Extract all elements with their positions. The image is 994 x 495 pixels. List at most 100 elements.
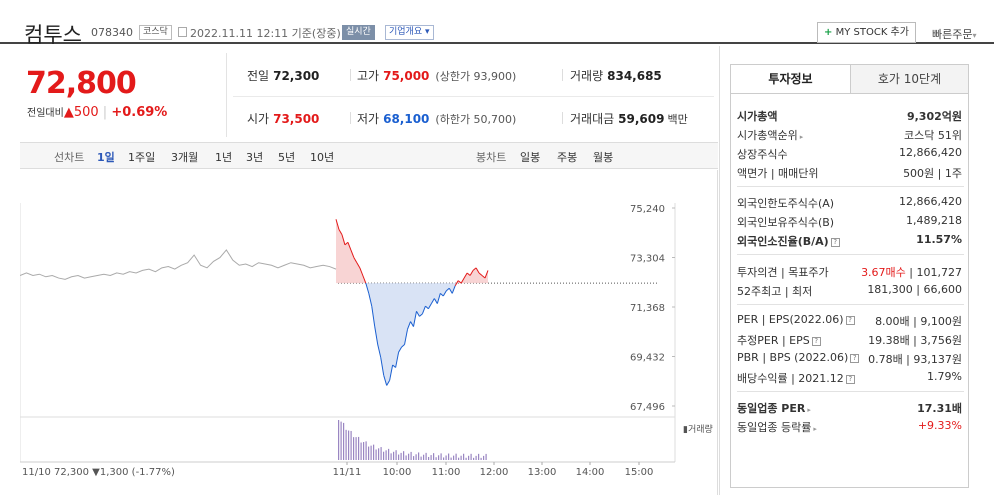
volume-bar bbox=[433, 453, 435, 460]
row-value: 12,866,420 bbox=[899, 195, 962, 208]
row-label: 외국인보유주식수(B) bbox=[737, 216, 835, 229]
tab-invest-info[interactable]: 투자정보 bbox=[730, 64, 851, 94]
help-icon[interactable]: ? bbox=[845, 316, 855, 325]
today-series-segment bbox=[439, 293, 444, 297]
period-tab-1w[interactable]: 1주일 bbox=[128, 151, 156, 164]
row-value: 코스닥 51위 bbox=[904, 129, 962, 142]
chevron-right-icon: ▸ bbox=[807, 406, 811, 414]
help-icon[interactable]: ? bbox=[830, 238, 840, 247]
period-tab-1y[interactable]: 1년 bbox=[215, 151, 233, 164]
today-series-segment bbox=[481, 275, 486, 279]
realtime-badge[interactable]: 실시간 bbox=[342, 25, 375, 40]
volume-bar bbox=[373, 444, 375, 460]
stat-label: 저가 bbox=[357, 112, 380, 126]
stat-label: 시가 bbox=[247, 112, 270, 126]
volume-bar bbox=[375, 449, 377, 460]
stat-label: 거래대금 bbox=[570, 112, 615, 126]
row-value: 181,300 | 66,600 bbox=[867, 283, 962, 296]
add-my-stock-button[interactable]: + MY STOCK 추가 bbox=[817, 22, 916, 43]
x-tick-label: 11/11 bbox=[333, 467, 362, 478]
volume-bar bbox=[410, 451, 412, 460]
period-tab-5y[interactable]: 5년 bbox=[278, 151, 296, 164]
x-tick-label: 14:00 bbox=[576, 467, 605, 478]
today-series-segment bbox=[395, 352, 400, 368]
volume-bar bbox=[395, 450, 397, 460]
volume-bar bbox=[393, 451, 395, 460]
volume-bar bbox=[463, 453, 465, 460]
row-cap-rank[interactable]: 시가총액순위 ▸ 코스닥 51위 bbox=[737, 127, 964, 143]
today-series-segment bbox=[347, 242, 352, 251]
target-price: | 101,727 bbox=[909, 266, 962, 279]
candle-tab-day[interactable]: 일봉 bbox=[520, 151, 541, 164]
row-label: 배당수익률 | 2021.12 bbox=[737, 372, 844, 385]
today-series-segment bbox=[335, 219, 340, 230]
period-tab-10y[interactable]: 10년 bbox=[310, 151, 335, 164]
row-label: 액면가 | 매매단위 bbox=[737, 167, 819, 180]
tab-orderbook[interactable]: 호가 10단계 bbox=[850, 64, 969, 94]
volume-bar bbox=[413, 456, 415, 460]
volume-bar bbox=[378, 448, 380, 460]
today-series-segment bbox=[407, 321, 411, 330]
volume-label: ▮거래량 bbox=[683, 423, 713, 435]
today-series-segment bbox=[389, 364, 394, 381]
line-chart-label: 선차트 bbox=[54, 151, 85, 164]
period-tab-3m[interactable]: 3개월 bbox=[171, 151, 199, 164]
stat-open: 시가 73,500 bbox=[247, 110, 319, 127]
stat-low: 저가 68,100 (하한가 50,700) bbox=[357, 110, 516, 127]
row-per-eps: PER | EPS(2022.06)? 8.00배 | 9,100원 bbox=[737, 313, 964, 328]
today-series-segment bbox=[386, 380, 391, 386]
stat-value: 73,500 bbox=[273, 112, 320, 126]
today-series-segment bbox=[478, 272, 483, 276]
stat-label: 전일 bbox=[247, 69, 270, 83]
row-market-cap: 시가총액 9,302억원 bbox=[737, 108, 964, 124]
stat-label: 고가 bbox=[357, 69, 380, 83]
row-foreign-ratio: 외국인소진율(B/A)? 11.57% bbox=[737, 233, 964, 249]
dropdown-arrow-icon: ▾ bbox=[425, 27, 430, 37]
candle-tab-week[interactable]: 주봉 bbox=[557, 151, 578, 164]
volume-bar bbox=[405, 455, 407, 460]
row-label: 상장주식수 bbox=[737, 148, 788, 161]
price-chart[interactable]: 75,240 73,304 71,368 69,432 67,496 ▮거래량 11/11 1… bbox=[20, 170, 718, 495]
today-series-segment bbox=[425, 305, 429, 310]
volume-bar bbox=[418, 452, 420, 460]
volume-bar bbox=[343, 422, 345, 460]
volume-bar bbox=[388, 448, 390, 460]
divider bbox=[562, 112, 563, 124]
y-tick-label: 75,240 bbox=[630, 204, 665, 215]
row-52week: 52주최고 | 최저 181,300 | 66,600 bbox=[737, 283, 964, 299]
quote-datetime: 2022.11.11 12:11 기준(장중) bbox=[190, 27, 341, 40]
stat-value: 59,609 bbox=[618, 112, 665, 126]
volume-bar bbox=[435, 457, 437, 460]
row-value: 17.31배 bbox=[917, 402, 962, 415]
row-sector-rate[interactable]: 동일업종 등락률 ▸ +9.33% bbox=[737, 419, 964, 435]
help-icon[interactable]: ? bbox=[811, 337, 821, 346]
volume-bar bbox=[453, 455, 455, 460]
volume-bar bbox=[440, 453, 442, 460]
stat-value: 72,300 bbox=[273, 69, 320, 83]
volume-bar bbox=[385, 450, 387, 460]
today-series-segment bbox=[427, 303, 432, 309]
row-value: 11.57% bbox=[916, 233, 962, 246]
row-label: 외국인한도주식수(A) bbox=[737, 197, 835, 210]
help-icon[interactable]: ? bbox=[850, 354, 860, 363]
stat-value: 68,100 bbox=[383, 112, 430, 126]
volume-bar bbox=[353, 437, 355, 460]
company-info-dropdown[interactable]: 기업개요 ▾ bbox=[385, 25, 434, 40]
candle-tab-month[interactable]: 월봉 bbox=[593, 151, 614, 164]
volume-bar bbox=[485, 453, 487, 460]
row-sector-per[interactable]: 동일업종 PER ▸ 17.31배 bbox=[737, 400, 964, 416]
volume-bar bbox=[415, 454, 417, 460]
help-icon[interactable]: ? bbox=[845, 375, 855, 384]
quick-order-link[interactable]: 빠른주문▾ bbox=[932, 26, 977, 42]
today-series-segment bbox=[374, 326, 379, 345]
period-tab-1d[interactable]: 1일 bbox=[97, 151, 115, 164]
today-series-segment bbox=[463, 272, 468, 279]
volume-bar bbox=[360, 442, 362, 460]
stat-sub: (하한가 50,700) bbox=[435, 113, 517, 126]
volume-bar bbox=[425, 452, 427, 460]
y-tick-label: 73,304 bbox=[630, 254, 665, 265]
price-block: 72,800 전일대비▲500 | +0.69% bbox=[20, 46, 220, 142]
today-series-segment bbox=[416, 311, 420, 317]
period-tab-3y[interactable]: 3년 bbox=[246, 151, 264, 164]
plus-icon: + bbox=[824, 27, 833, 38]
